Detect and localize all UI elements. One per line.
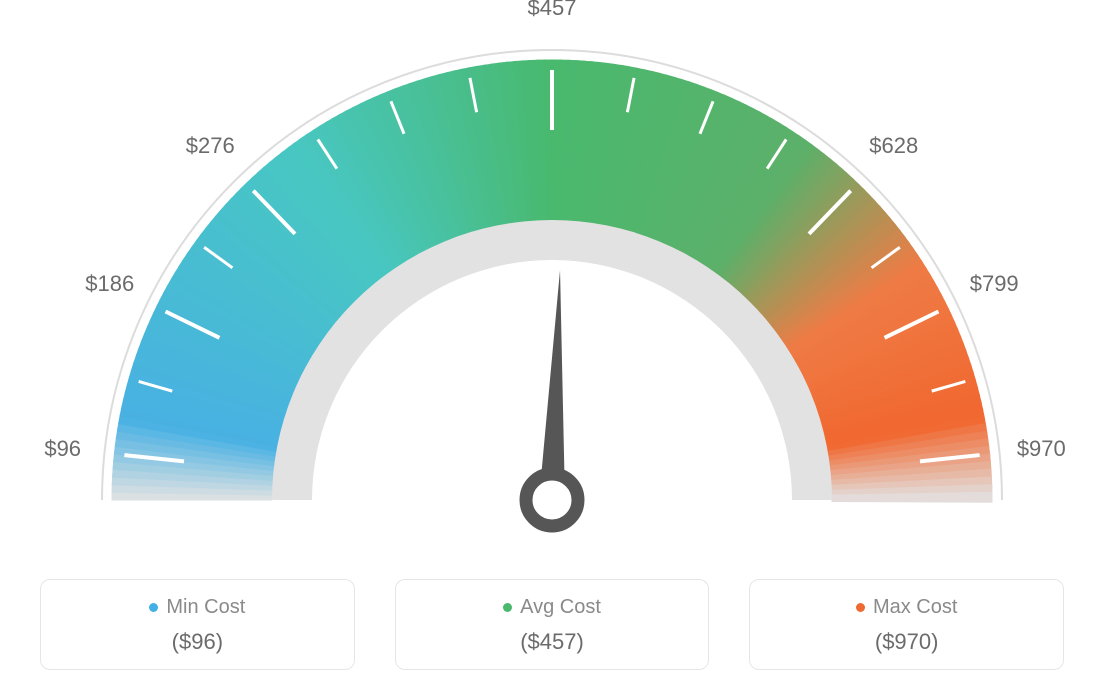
legend-label-row: Min Cost [51, 596, 344, 619]
legend-label-avg: Avg Cost [520, 596, 601, 619]
gauge-svg [0, 0, 1104, 560]
legend-label-row: Avg Cost [406, 596, 699, 619]
legend-avg-cost: Avg Cost ($457) [395, 579, 710, 670]
legend-value-avg: ($457) [406, 629, 699, 655]
gauge-tick-label: $96 [44, 436, 81, 462]
cost-gauge-chart: $96 $186 $276 $457 $628 $799 $970 [0, 0, 1104, 560]
legend-label-min: Min Cost [166, 596, 245, 619]
legend-min-cost: Min Cost ($96) [40, 579, 355, 670]
gauge-tick-label: $186 [85, 271, 134, 297]
legend-value-max: ($970) [760, 629, 1053, 655]
legend-dot-min [149, 603, 158, 612]
legend-row: Min Cost ($96) Avg Cost ($457) Max Cost … [0, 579, 1104, 670]
gauge-tick-label: $276 [186, 133, 235, 159]
gauge-tick-label: $799 [970, 271, 1019, 297]
legend-dot-avg [503, 603, 512, 612]
legend-value-min: ($96) [51, 629, 344, 655]
gauge-tick-label: $457 [528, 0, 577, 21]
legend-max-cost: Max Cost ($970) [749, 579, 1064, 670]
legend-label-row: Max Cost [760, 596, 1053, 619]
gauge-tick-label: $628 [869, 133, 918, 159]
legend-dot-max [856, 603, 865, 612]
legend-label-max: Max Cost [873, 596, 957, 619]
gauge-tick-label: $970 [1017, 436, 1066, 462]
